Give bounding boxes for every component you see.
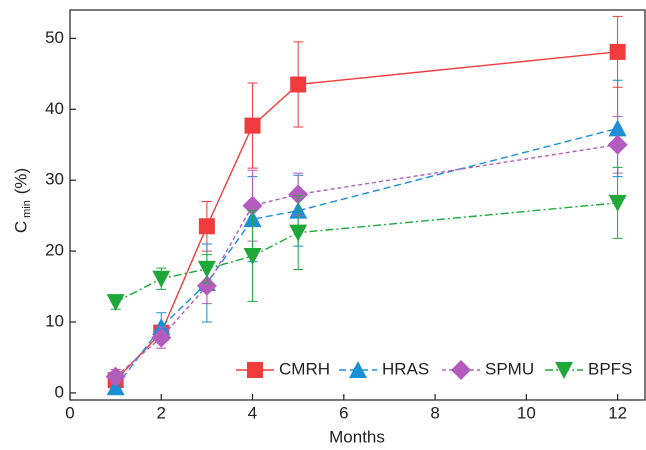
data-point xyxy=(198,218,215,235)
x-tick-label: 10 xyxy=(517,403,536,422)
plot-frame xyxy=(69,9,646,401)
series-line xyxy=(115,127,618,388)
data-point xyxy=(244,117,261,134)
series-line xyxy=(115,202,618,303)
series-line xyxy=(115,144,618,378)
legend-marker xyxy=(451,360,471,380)
data-point xyxy=(243,248,262,266)
x-axis-label: Months xyxy=(329,427,385,446)
x-tick-label: 8 xyxy=(430,403,439,422)
data-point xyxy=(288,184,309,205)
legend-label: SPMU xyxy=(485,359,534,378)
data-point xyxy=(608,194,627,212)
legend-label: CMRH xyxy=(279,359,330,378)
y-label-sub: min xyxy=(21,200,33,218)
x-tick-label: 0 xyxy=(65,403,74,422)
y-label-main: C xyxy=(11,221,30,233)
legend-label: HRAS xyxy=(382,359,429,378)
data-point xyxy=(290,76,307,93)
data-point xyxy=(196,275,217,296)
legend-marker xyxy=(555,362,573,379)
x-tick-label: 2 xyxy=(157,403,166,422)
legend-label: BPFS xyxy=(588,359,632,378)
y-label-unit: (%) xyxy=(11,168,30,194)
data-point xyxy=(197,260,216,278)
data-point xyxy=(607,134,628,155)
y-axis-label: C min (%) xyxy=(11,168,32,233)
y-tick-label: 40 xyxy=(45,99,64,118)
data-point xyxy=(151,327,172,348)
data-point xyxy=(609,43,626,60)
legend-marker xyxy=(247,362,263,378)
x-tick-label: 12 xyxy=(608,403,627,422)
data-point xyxy=(105,366,126,387)
y-tick-label: 30 xyxy=(45,170,64,189)
y-tick-label: 0 xyxy=(55,382,64,401)
y-tick-label: 20 xyxy=(45,241,64,260)
y-tick-label: 50 xyxy=(45,28,64,47)
x-tick-label: 6 xyxy=(339,403,348,422)
data-point xyxy=(152,270,171,288)
legend-marker xyxy=(349,361,367,378)
y-tick-label: 10 xyxy=(45,311,64,330)
data-point xyxy=(106,378,125,396)
x-tick-label: 4 xyxy=(248,403,257,422)
data-point xyxy=(106,294,125,312)
data-point xyxy=(289,224,308,242)
series-line xyxy=(115,51,618,381)
